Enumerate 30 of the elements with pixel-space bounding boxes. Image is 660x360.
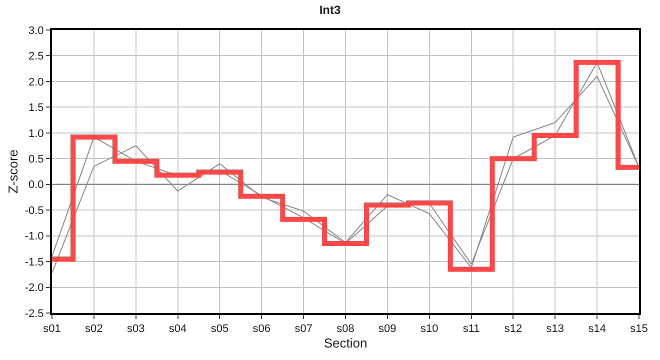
x-tick-label: s12: [504, 323, 522, 336]
y-axis-title: Z-score: [5, 149, 20, 194]
x-tick-label: s05: [210, 323, 229, 336]
chart-title: Int3: [319, 2, 341, 17]
x-tick-label: s14: [588, 323, 606, 336]
y-tick-label: -0.5: [24, 204, 44, 217]
x-tick-label: s04: [168, 323, 187, 336]
y-tick-label: 2.5: [28, 50, 44, 63]
y-tick-label: -2.5: [24, 308, 44, 320]
x-tick-label: s07: [294, 323, 312, 336]
x-tick-label: s09: [378, 323, 396, 336]
y-tick-label: 2.0: [28, 76, 44, 88]
x-tick-label: s13: [546, 323, 564, 336]
y-tick-label: -1.5: [24, 256, 44, 268]
y-tick-label: 0.0: [28, 179, 44, 192]
y-tick-label: -1.0: [24, 230, 44, 243]
x-tick-label: s08: [336, 323, 354, 336]
x-tick-label: s02: [85, 323, 103, 336]
y-tick-label: 1.0: [28, 128, 44, 140]
y-tick-label: 3.0: [28, 24, 44, 37]
y-tick-label: -2.0: [24, 282, 44, 294]
x-tick-label: s03: [126, 323, 145, 336]
y-tick-label: 0.5: [28, 153, 44, 166]
x-axis-title: Section: [324, 335, 368, 350]
y-tick-label: 1.5: [28, 102, 44, 114]
x-tick-label: s11: [462, 323, 480, 336]
x-tick-label: s10: [420, 323, 438, 336]
x-tick-label: s01: [43, 323, 61, 336]
x-tick-label: s15: [630, 323, 648, 336]
x-tick-label: s06: [252, 323, 271, 336]
